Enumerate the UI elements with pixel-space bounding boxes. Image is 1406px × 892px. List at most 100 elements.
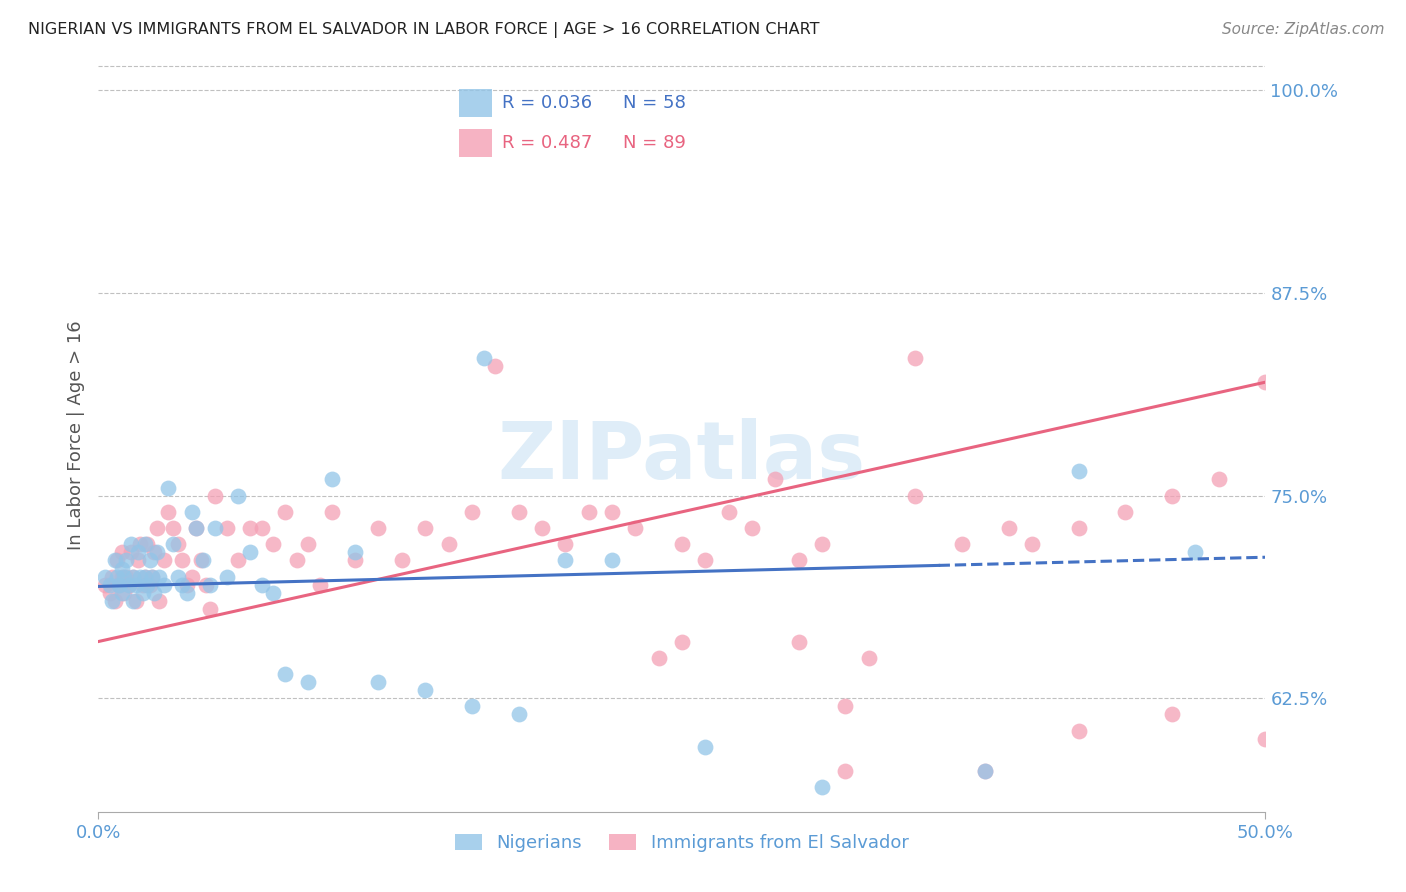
Point [204,489,226,503]
Point [321,472,343,486]
Point [186,521,208,535]
Point [974,764,997,779]
Point [787,553,810,567]
Point [176,578,198,592]
Point [508,505,530,519]
Point [136,537,159,551]
Point [578,505,600,519]
Point [297,675,319,690]
Point [104,553,127,567]
Point [115,553,138,567]
Point [148,570,170,584]
Point [115,570,138,584]
Point [285,553,308,567]
Point [997,521,1019,535]
Point [180,570,202,584]
Point [437,537,460,551]
Point [125,594,148,608]
Point [811,780,834,795]
Point [143,545,166,559]
Point [461,699,484,714]
Point [321,505,343,519]
Point [127,545,149,559]
Point [600,553,623,567]
Point [204,521,226,535]
Point [111,561,134,575]
Point [1161,707,1184,722]
Point [111,586,134,600]
Point [105,570,128,584]
Point [122,570,145,584]
Point [152,578,174,592]
Point [118,578,141,592]
Point [104,594,127,608]
Point [858,650,880,665]
Point [554,553,576,567]
Point [274,505,297,519]
Point [834,764,856,779]
Point [141,570,163,584]
Point [180,505,202,519]
Point [194,578,217,592]
Point [250,578,273,592]
Point [143,586,166,600]
Point [530,521,553,535]
Text: NIGERIAN VS IMMIGRANTS FROM EL SALVADOR IN LABOR FORCE | AGE > 16 CORRELATION CH: NIGERIAN VS IMMIGRANTS FROM EL SALVADOR … [28,22,820,38]
Point [741,521,763,535]
Point [94,570,117,584]
Point [974,764,997,779]
Point [1254,731,1277,746]
Point [262,537,284,551]
Text: Source: ZipAtlas.com: Source: ZipAtlas.com [1222,22,1385,37]
Point [215,570,238,584]
Point [904,489,927,503]
Point [120,537,142,551]
Point [508,707,530,722]
Point [105,553,128,567]
Point [811,537,834,551]
Point [134,537,156,551]
Point [129,537,152,551]
Point [1067,723,1090,738]
Point [624,521,647,535]
Point [344,553,367,567]
Point [157,481,180,495]
Point [904,351,927,365]
Point [413,683,436,698]
Point [136,578,159,592]
Point [695,739,717,754]
Point [111,570,134,584]
Point [162,537,184,551]
Point [101,594,124,608]
Point [166,570,188,584]
Point [162,521,184,535]
Point [274,667,297,681]
Point [200,578,222,592]
Point [344,545,367,559]
Point [98,586,121,600]
Point [193,553,215,567]
Point [146,521,169,535]
Point [484,359,506,373]
Point [834,699,856,714]
Point [94,578,117,592]
Point [717,505,740,519]
Point [134,570,156,584]
Point [647,650,669,665]
Point [120,545,142,559]
Point [239,521,262,535]
Point [200,602,222,616]
Point [157,505,180,519]
Point [1208,472,1230,486]
Point [309,578,332,592]
Point [1067,521,1090,535]
Legend: Nigerians, Immigrants from El Salvador: Nigerians, Immigrants from El Salvador [449,827,915,859]
Point [554,537,576,551]
Point [118,578,141,592]
Point [671,634,693,648]
Point [228,553,250,567]
Point [101,570,124,584]
Point [111,545,134,559]
Point [1067,464,1090,478]
Point [1114,505,1136,519]
